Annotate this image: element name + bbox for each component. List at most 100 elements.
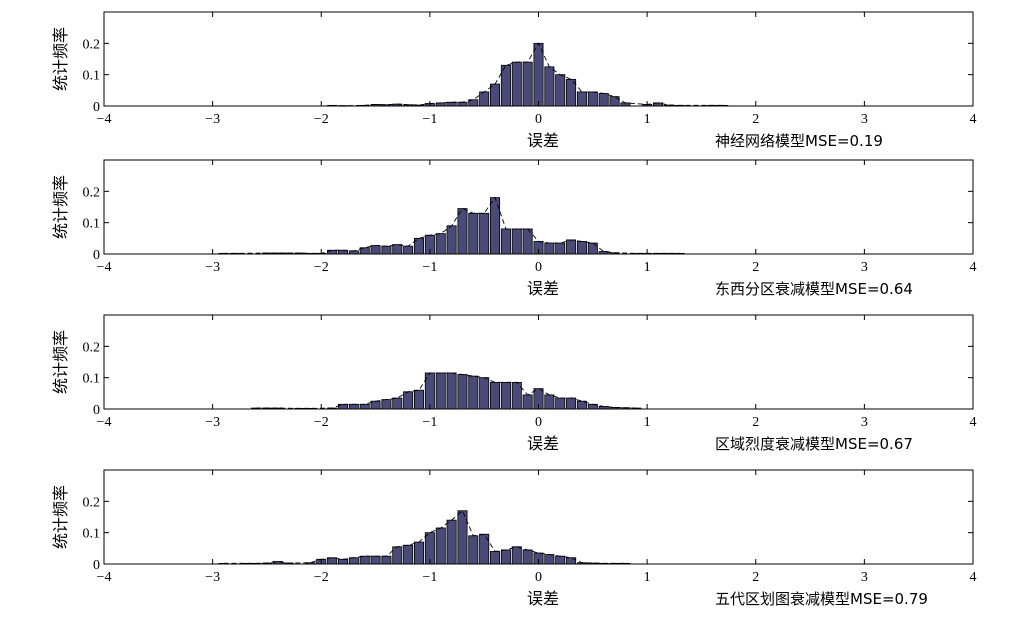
y-tick-label: 0 — [93, 248, 100, 263]
histogram-bar — [500, 64, 511, 107]
histogram-bar — [511, 546, 522, 565]
x-tick-label: 1 — [644, 415, 651, 430]
density-envelope-line — [332, 42, 724, 107]
histogram-bar — [500, 381, 511, 410]
histogram-bar — [468, 375, 479, 410]
histogram-bar — [490, 83, 501, 107]
histogram-bar — [566, 397, 577, 410]
histogram-bar — [446, 519, 457, 565]
x-tick-label: −2 — [314, 112, 329, 127]
histogram-bar — [370, 245, 381, 255]
histogram-bar — [359, 555, 370, 565]
x-tick-label: 4 — [970, 415, 977, 430]
y-tick-label: 0.2 — [83, 37, 101, 52]
histogram-bar — [370, 555, 381, 565]
histogram-bar — [381, 245, 392, 255]
histogram-bar — [490, 381, 501, 410]
x-axis-title: 误差 — [527, 434, 559, 453]
histogram-bar — [370, 400, 381, 410]
histogram-bar — [337, 558, 348, 565]
histogram-bar — [522, 228, 533, 255]
x-tick-label: 3 — [861, 570, 868, 585]
y-axis-title: 统计频率 — [51, 27, 70, 91]
y-tick-label: 0 — [93, 100, 100, 115]
x-tick-label: 2 — [752, 260, 759, 275]
histogram-bar — [587, 242, 598, 255]
x-tick-label: 4 — [970, 112, 977, 127]
axes-frame — [103, 469, 974, 565]
y-tick-label: 0.2 — [83, 185, 101, 200]
histogram-bar — [468, 212, 479, 255]
x-axis-title: 误差 — [527, 279, 559, 298]
histogram-bar — [500, 549, 511, 565]
x-tick-label: 1 — [644, 570, 651, 585]
x-tick-label: −4 — [97, 260, 112, 275]
histogram-bar — [544, 394, 555, 410]
histogram-bar — [576, 91, 587, 107]
model-mse-label: 东西分区衰减模型MSE=0.64 — [715, 280, 913, 298]
histogram-bar — [522, 549, 533, 565]
histogram-bar — [511, 228, 522, 255]
histogram-bar — [457, 101, 468, 107]
model-mse-label: 五代区划图衰减模型MSE=0.79 — [715, 590, 928, 608]
x-tick-label: 3 — [861, 415, 868, 430]
histogram-bar — [403, 245, 414, 255]
histogram-bar — [533, 42, 544, 107]
histogram-bar — [359, 403, 370, 410]
x-axis-title: 误差 — [527, 131, 559, 150]
y-axis-title: 统计频率 — [51, 485, 70, 549]
histogram-bar — [457, 510, 468, 565]
density-envelope-line — [223, 509, 626, 564]
histogram-bar — [576, 241, 587, 255]
histogram-bar — [479, 91, 490, 107]
histogram-bar — [544, 554, 555, 565]
x-tick-label: −2 — [314, 260, 329, 275]
x-tick-label: 2 — [752, 112, 759, 127]
x-tick-label: −2 — [314, 415, 329, 430]
x-tick-label: 1 — [644, 260, 651, 275]
x-tick-label: −1 — [422, 415, 437, 430]
y-tick-label: 0.1 — [83, 217, 101, 232]
x-tick-label: −4 — [97, 415, 112, 430]
histogram-bar — [348, 403, 359, 410]
histogram-bar — [446, 225, 457, 255]
y-tick-label: 0.2 — [83, 340, 101, 355]
histogram-bar — [413, 541, 425, 565]
x-tick-label: −2 — [314, 570, 329, 585]
histogram-bar — [555, 74, 566, 107]
histogram-bar — [544, 66, 555, 107]
histogram-bar — [327, 557, 338, 565]
x-tick-label: 3 — [861, 260, 868, 275]
y-tick-label: 0.2 — [83, 495, 101, 510]
y-tick-label: 0 — [93, 403, 100, 418]
histogram-bar — [566, 557, 577, 565]
histogram-bar — [348, 557, 359, 565]
model-mse-label: 区域烈度衰减模型MSE=0.67 — [715, 435, 913, 453]
histogram-bar — [587, 91, 598, 107]
histogram-bar — [413, 389, 425, 410]
histogram-bar — [555, 242, 566, 255]
histogram-bar — [555, 555, 566, 565]
x-tick-label: −3 — [205, 415, 220, 430]
histogram-bar — [435, 527, 446, 565]
histogram-bar — [392, 397, 403, 410]
x-tick-label: 3 — [861, 112, 868, 127]
histogram-bar — [457, 374, 468, 410]
x-tick-label: −1 — [422, 112, 437, 127]
histogram-bar — [490, 551, 501, 565]
x-axis-title: 误差 — [527, 589, 559, 608]
x-tick-label: −4 — [97, 112, 112, 127]
histogram-bar — [511, 381, 522, 410]
y-tick-label: 0.1 — [83, 372, 101, 387]
y-tick-label: 0 — [93, 558, 100, 573]
x-tick-label: 0 — [535, 112, 542, 127]
histogram-bar — [381, 399, 392, 410]
histogram-bar — [435, 372, 446, 410]
y-tick-label: 0.1 — [83, 69, 101, 84]
x-tick-label: 2 — [752, 415, 759, 430]
histogram-bar — [500, 228, 511, 255]
y-axis-title: 统计频率 — [51, 175, 70, 239]
